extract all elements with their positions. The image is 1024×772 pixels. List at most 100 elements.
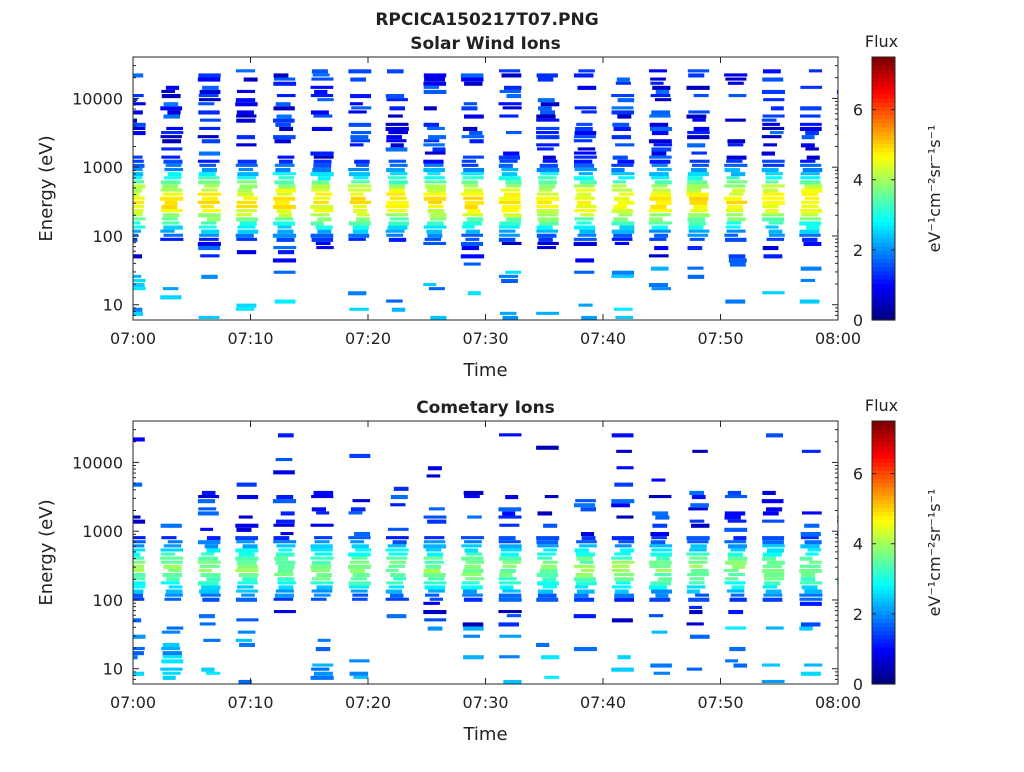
panel1-heatmap-cell (424, 151, 446, 155)
panel2-heatmap-cell (467, 515, 482, 519)
panel1-y-axis-label: Energy (eV) (36, 135, 57, 241)
panel1-heatmap-cell (649, 172, 669, 177)
panel2-heatmap-cell (463, 634, 480, 638)
panel2-heatmap-cell (658, 577, 672, 582)
panel1-heatmap-cell (651, 287, 671, 291)
panel2-x-tick-label: 07:30 (462, 693, 508, 712)
panel1-x-axis-label: Time (462, 360, 507, 381)
panel1-heatmap-cell (687, 176, 703, 181)
panel2-heatmap-cell (317, 638, 331, 642)
panel1-heatmap-cell (350, 94, 371, 99)
panel1-heatmap-cell (578, 172, 593, 176)
panel1-heatmap-cell (575, 258, 595, 263)
panel2-heatmap-cell (204, 544, 219, 549)
panel1-heatmap-cell (836, 184, 838, 189)
panel1-heatmap-cell (312, 180, 329, 185)
panel2-heatmap-cell (612, 585, 632, 589)
panel1-heatmap-cell (725, 118, 746, 122)
panel1-heatmap-cell (845, 234, 859, 238)
panel2-heatmap-cell (537, 589, 553, 594)
panel1-heatmap-cell (731, 172, 746, 177)
panel1-heatmap-cell (761, 89, 785, 94)
panel1-heatmap-cell (388, 114, 403, 118)
panel2-heatmap-cell (503, 679, 522, 684)
panel2-heatmap-cell (614, 597, 634, 602)
panel1-heatmap-cell (765, 209, 779, 214)
panel2-heatmap-cell (273, 597, 294, 601)
panel1-heatmap-cell (423, 159, 444, 164)
panel2-heatmap-cell (387, 544, 407, 548)
panel1-heatmap-cell (389, 196, 407, 200)
panel2-colorbar-segment (872, 421, 895, 426)
panel1-heatmap-cell (580, 213, 595, 217)
panel2-colorbar-segment (872, 445, 895, 451)
panel2-colorbar-segment (872, 441, 895, 447)
panel1-heatmap-cell (501, 209, 520, 213)
panel2-heatmap-cell (611, 667, 634, 672)
panel1-colorbar-segment (872, 270, 895, 276)
panel1-heatmap-cell (460, 73, 484, 78)
panel2-heatmap-cell (724, 568, 739, 572)
panel1-heatmap-cell (313, 200, 329, 204)
panel1-heatmap-cell (799, 180, 821, 185)
panel1-heatmap-cell (423, 241, 447, 245)
panel1-heatmap-cell (500, 188, 520, 192)
panel1-heatmap-cell (575, 204, 597, 208)
panel2-y-axis-label: Energy (eV) (36, 499, 57, 605)
panel1-heatmap-cell (836, 89, 838, 94)
panel1-heatmap-cell (199, 163, 216, 167)
panel1-heatmap-cell (765, 180, 779, 184)
panel2-heatmap-cell (197, 499, 216, 504)
panel1-x-tick-label: 08:00 (815, 329, 861, 348)
panel2-heatmap-cell (688, 597, 710, 602)
panel1-heatmap-cell (272, 172, 297, 176)
panel1-heatmap-cell (499, 69, 521, 73)
panel1-heatmap-cell (348, 188, 372, 192)
panel1-heatmap-cell (724, 73, 748, 77)
panel1-heatmap-cell (689, 159, 710, 163)
panel1-heatmap-cell (198, 73, 221, 78)
panel1-heatmap-cell (806, 155, 820, 160)
panel1-colorbar-segment (872, 93, 895, 99)
panel1-heatmap-cell (651, 110, 670, 115)
panel2-heatmap-cell (689, 564, 703, 568)
panel1-heatmap-cell (386, 200, 409, 205)
panel2-heatmap-cell (689, 577, 705, 581)
panel1-heatmap-cell (386, 233, 404, 237)
panel1-heatmap-cell (728, 258, 747, 263)
panel2-heatmap-cell (837, 630, 838, 635)
panel1-heatmap-cell (348, 69, 372, 74)
panel1-heatmap-cell (463, 221, 483, 226)
panel1-heatmap-cell (427, 188, 446, 193)
panel2-heatmap-cell (388, 585, 404, 589)
panel1-colorbar-segment (872, 237, 895, 243)
panel1-heatmap-cell (839, 221, 860, 225)
panel2-heatmap-cell (350, 589, 368, 593)
panel1-heatmap-cell (800, 209, 823, 214)
panel2-heatmap-cell (133, 651, 144, 656)
panel1-heatmap-cell (204, 184, 220, 188)
panel1-heatmap-cell (648, 221, 673, 225)
panel1-heatmap-cell (536, 168, 560, 173)
panel1-heatmap-cell (800, 172, 820, 176)
panel2-heatmap-cell (236, 560, 257, 565)
panel1-heatmap-cell (801, 192, 819, 196)
panel2-heatmap-cell (656, 556, 670, 561)
panel2-colorbar-frame (871, 420, 896, 685)
panel2-heatmap-cell (160, 548, 184, 552)
panel1-heatmap-cell (161, 155, 181, 159)
panel2-heatmap-cell (133, 552, 141, 557)
panel2-heatmap-cell (804, 523, 820, 528)
panel1-heatmap-cell (236, 213, 252, 217)
panel1-heatmap-cell (503, 213, 522, 218)
panel2-heatmap-cell (650, 581, 672, 586)
panel2-heatmap-cell (201, 490, 216, 495)
panel2-heatmap-cell (276, 495, 294, 500)
panel1-heatmap-cell (837, 122, 838, 127)
panel1-colorbar-segment (872, 311, 895, 317)
panel2-heatmap-cell (615, 581, 631, 585)
panel2-heatmap-cell (199, 614, 215, 619)
panel2-colorbar-segment (872, 667, 895, 673)
panel2-heatmap-cell (579, 544, 597, 548)
panel1-heatmap-cell (460, 254, 485, 259)
